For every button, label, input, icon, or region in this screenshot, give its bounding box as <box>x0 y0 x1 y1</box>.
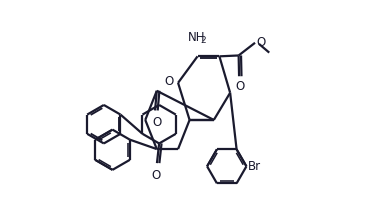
Text: O: O <box>151 169 161 182</box>
Text: 2: 2 <box>201 37 206 45</box>
Text: O: O <box>153 116 162 129</box>
Text: O: O <box>256 36 265 49</box>
Text: O: O <box>235 80 244 93</box>
Text: Br: Br <box>248 160 261 173</box>
Text: O: O <box>164 75 173 88</box>
Text: NH: NH <box>188 31 205 44</box>
